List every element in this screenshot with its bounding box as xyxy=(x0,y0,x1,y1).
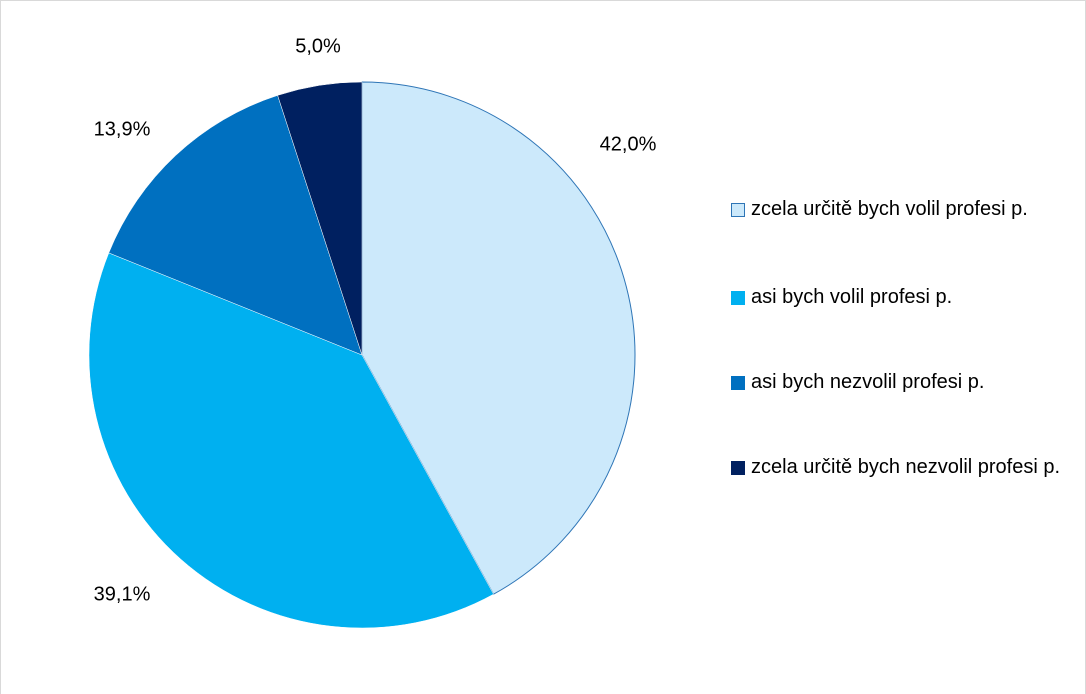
pie-slice xyxy=(88,252,494,629)
legend-swatch xyxy=(731,203,745,217)
pie-slice xyxy=(361,81,636,595)
legend-item: asi bych nezvolil profesi p. xyxy=(731,366,1061,399)
legend-label: zcela určitě bych volil profesi p. xyxy=(751,198,1028,220)
legend-label: asi bych nezvolil profesi p. xyxy=(751,371,985,393)
legend-swatch xyxy=(731,291,745,305)
pie-slice xyxy=(277,81,363,356)
data-label: 13,9% xyxy=(94,118,151,140)
data-label: 39,1% xyxy=(94,583,151,605)
legend-item: zcela určitě bych volil profesi p. xyxy=(731,193,1061,226)
legend-label: zcela určitě bych nezvolil profesi p. xyxy=(751,456,1061,478)
legend-label: asi bych volil profesi p. xyxy=(751,286,953,308)
legend-item: zcela určitě bych nezvolil profesi p. xyxy=(731,451,1061,484)
legend-item: asi bych volil profesi p. xyxy=(731,281,1061,314)
data-label: 5,0% xyxy=(295,35,341,57)
legend-swatch xyxy=(731,376,745,390)
data-label: 42,0% xyxy=(600,133,657,155)
legend-swatch xyxy=(731,461,745,475)
